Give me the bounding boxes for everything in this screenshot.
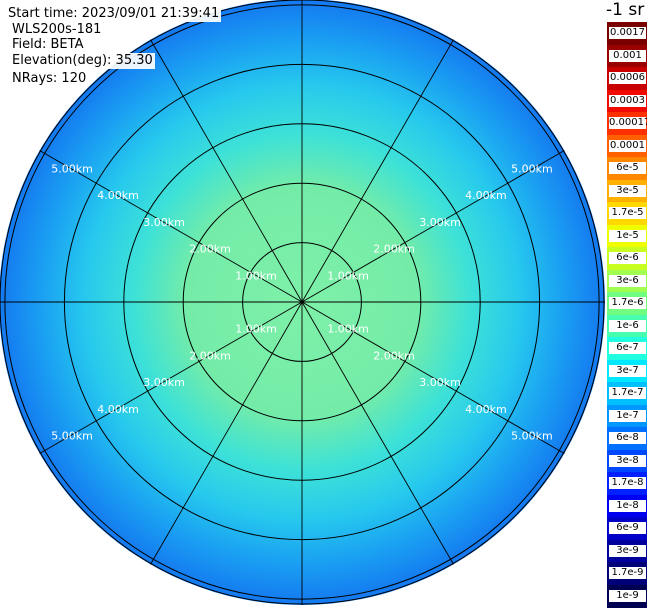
- radial-150deg: [301, 301, 454, 565]
- ring-label-3-sw: 3.00km: [143, 376, 185, 389]
- colorbar-tick-label-8: 1.7e-5: [609, 207, 646, 220]
- radial-120deg: [301, 301, 565, 454]
- colorbar-tick-label-14: 6e-7: [609, 342, 646, 355]
- ring-label-4-se: 4.00km: [465, 403, 507, 416]
- ring-label-2-ne: 2.00km: [373, 243, 415, 256]
- radial-60deg: [301, 150, 565, 303]
- nrays-label: NRays: 120: [10, 71, 89, 87]
- ring-label-2-nw: 2.00km: [189, 243, 231, 256]
- elevation-label: Elevation(deg): 35.30: [10, 53, 155, 69]
- ring-label-1-nw: 1.00km: [235, 269, 277, 282]
- colorbar-tick-label-11: 3e-6: [609, 274, 646, 287]
- ring-label-3-nw: 3.00km: [143, 216, 185, 229]
- colorbar-tick-label-1: 0.001: [609, 49, 646, 62]
- colorbar-tick-label-16: 1.7e-7: [609, 387, 646, 400]
- colorbar-tick-label-15: 3e-7: [609, 364, 646, 377]
- colorbar-tick-label-12: 1.7e-6: [609, 297, 646, 310]
- ring-label-3-ne: 3.00km: [419, 216, 461, 229]
- colorbar-tick-label-20: 1.7e-8: [609, 477, 646, 490]
- colorbar-tick-label-2: 0.0006: [609, 72, 646, 85]
- colorbar-tick-label-18: 6e-8: [609, 432, 646, 445]
- colorbar-tick-label-7: 3e-5: [609, 184, 646, 197]
- ring-label-1-ne: 1.00km: [327, 269, 369, 282]
- ring-label-2-sw: 2.00km: [189, 350, 231, 363]
- instrument-label: WLS200s-181: [10, 22, 104, 38]
- colorbar-tick-label-23: 3e-9: [609, 544, 646, 557]
- ring-label-5-nw: 5.00km: [51, 162, 93, 175]
- radial-330deg: [150, 39, 303, 303]
- azimuth-radials: [0, 0, 605, 605]
- colorbar-tick-label-5: 0.0001: [609, 139, 646, 152]
- colorbar-tick-label-3: 0.0003: [609, 94, 646, 107]
- radial-300deg: [39, 150, 303, 303]
- ring-label-4-sw: 4.00km: [97, 403, 139, 416]
- range-ring-labels: 1.00km 1.00km 1.00km 1.00km 2.00km 2.00km 2.00…: [51, 162, 552, 442]
- ring-label-5-ne: 5.00km: [511, 162, 553, 175]
- colorbar-tick-label-9: 1e-5: [609, 229, 646, 242]
- colorbar-tick-label-21: 1e-8: [609, 499, 646, 512]
- colorbar-tick-label-6: 6e-5: [609, 162, 646, 175]
- colorbar-tick-label-24: 1.7e-9: [609, 567, 646, 580]
- ring-label-5-sw: 5.00km: [51, 430, 93, 443]
- colorbar-tick-label-10: 6e-6: [609, 252, 646, 265]
- colorbar-tick-label-0: 0.0017: [609, 27, 646, 40]
- radial-30deg: [301, 39, 454, 303]
- colorbar-title: -1 sr: [606, 0, 645, 20]
- ring-label-1-se: 1.00km: [327, 323, 369, 336]
- colorbar-tick-label-13: 1e-6: [609, 319, 646, 332]
- field-label: Field: BETA: [10, 37, 86, 53]
- ring-label-3-se: 3.00km: [419, 376, 461, 389]
- ring-label-4-nw: 4.00km: [97, 189, 139, 202]
- colorbar-tick-label-19: 3e-8: [609, 454, 646, 467]
- ring-label-1-sw: 1.00km: [235, 323, 277, 336]
- colorbar-tick-label-22: 6e-9: [609, 522, 646, 535]
- ring-label-5-se: 5.00km: [511, 430, 553, 443]
- ppi-plot: 1.00km 1.00km 1.00km 1.00km 2.00km 2.00km 2.00…: [0, 0, 605, 605]
- radial-240deg: [39, 301, 303, 454]
- colorbar-tick-label-4: 0.00017: [609, 117, 647, 130]
- ring-label-2-se: 2.00km: [373, 350, 415, 363]
- ring-label-4-ne: 4.00km: [465, 189, 507, 202]
- radial-210deg: [150, 301, 303, 565]
- start-time-label: Start time: 2023/09/01 21:39:41: [6, 6, 222, 22]
- colorbar-tick-label-25: 1e-9: [609, 589, 646, 602]
- colorbar-tick-label-17: 1e-7: [609, 409, 646, 422]
